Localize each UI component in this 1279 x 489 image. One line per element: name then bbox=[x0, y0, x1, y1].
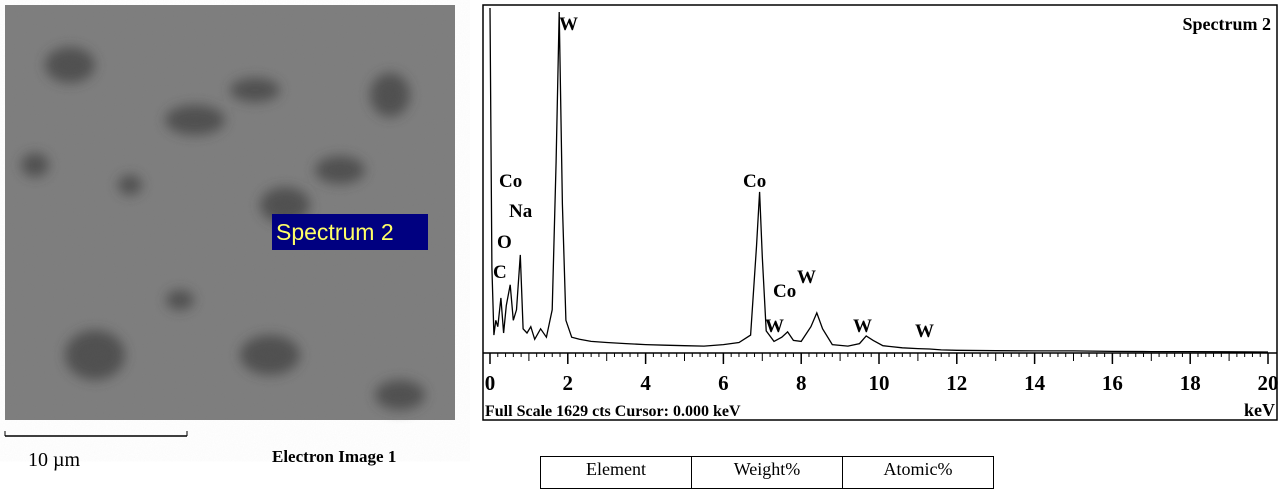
x-tick-label: 20 bbox=[1258, 371, 1279, 395]
x-tick-label: 4 bbox=[640, 371, 651, 395]
x-tick-label: 12 bbox=[946, 371, 967, 395]
peak-label: Co bbox=[773, 281, 796, 302]
table-header-row: Element Weight% Atomic% bbox=[540, 456, 994, 489]
x-tick-label: 14 bbox=[1024, 371, 1046, 395]
results-table: Element Weight% Atomic% bbox=[540, 456, 994, 489]
texture bbox=[5, 5, 455, 420]
table-header: Atomic% bbox=[842, 456, 994, 489]
x-tick-label: 2 bbox=[563, 371, 574, 395]
table-header: Element bbox=[540, 456, 692, 489]
x-axis-label: keV bbox=[1244, 400, 1275, 420]
electron-image-panel: Spectrum 2 10 µm Electron Image 1 bbox=[4, 5, 455, 471]
peak-label: W bbox=[797, 267, 816, 288]
x-tick-label: 16 bbox=[1102, 371, 1123, 395]
x-tick-label: 10 bbox=[869, 371, 890, 395]
page: Spectrum 2 10 µm Electron Image 1 Spectr… bbox=[4, 4, 1279, 489]
x-tick-label: 8 bbox=[796, 371, 807, 395]
image-caption: Electron Image 1 bbox=[272, 447, 396, 466]
chart-title: Spectrum 2 bbox=[1183, 14, 1272, 34]
peak-label: Co bbox=[499, 171, 522, 192]
scale-bar-label: 10 µm bbox=[28, 449, 81, 471]
x-tick-label: 18 bbox=[1180, 371, 1201, 395]
spectrum-line bbox=[489, 7, 1269, 353]
x-tick-label: 0 bbox=[485, 371, 496, 395]
peak-label: Na bbox=[509, 201, 533, 222]
chart-footer: Full Scale 1629 cts Cursor: 0.000 keV bbox=[485, 403, 741, 420]
peak-label: W bbox=[853, 316, 872, 337]
table-header: Weight% bbox=[691, 456, 843, 489]
x-tick-label: 6 bbox=[718, 371, 729, 395]
peak-label: W bbox=[915, 321, 934, 342]
peak-label: W bbox=[765, 316, 784, 337]
peak-label: O bbox=[497, 232, 512, 253]
spectrum-chart: Spectrum 2 Full Scale 1629 cts Cursor: 0… bbox=[482, 4, 1279, 421]
peak-label: W bbox=[559, 14, 578, 35]
spectrum-marker-box bbox=[272, 214, 428, 250]
peak-label: C bbox=[493, 262, 507, 283]
chart-frame bbox=[482, 4, 1278, 421]
spectrum-marker-label: Spectrum 2 bbox=[276, 219, 394, 245]
peak-label: Co bbox=[743, 171, 766, 192]
